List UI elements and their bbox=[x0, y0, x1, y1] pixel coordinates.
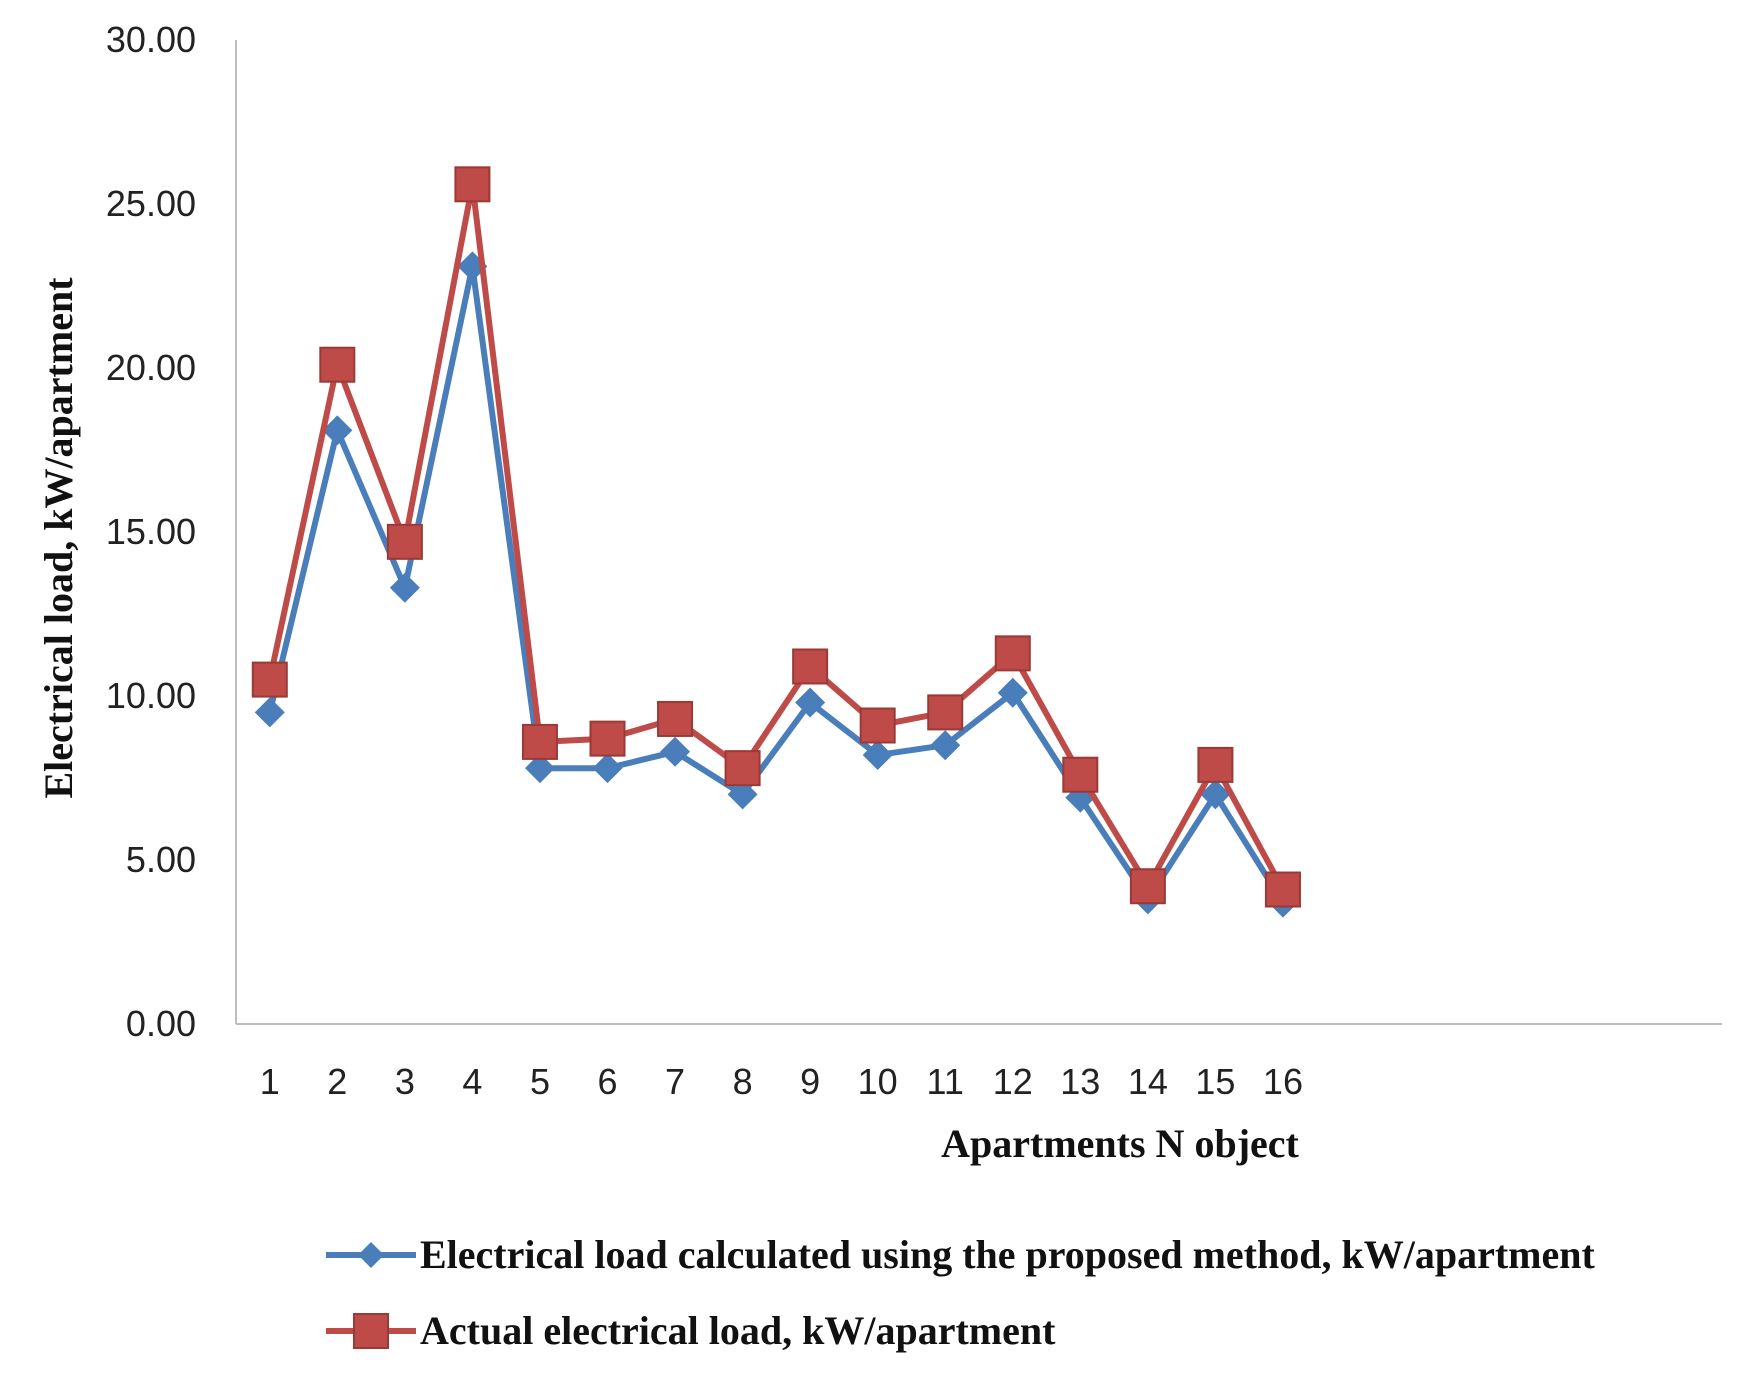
y-tick-label: 25.00 bbox=[106, 183, 196, 224]
x-tick-label: 12 bbox=[993, 1061, 1033, 1102]
legend-label-actual: Actual electrical load, kW/apartment bbox=[420, 1308, 1056, 1353]
legend-label-proposed: Electrical load calculated using the pro… bbox=[420, 1232, 1595, 1277]
x-tick-label: 3 bbox=[395, 1061, 415, 1102]
data-point-square bbox=[1197, 746, 1234, 783]
y-tick-label: 30.00 bbox=[106, 19, 196, 60]
data-point-diamond bbox=[660, 736, 691, 767]
series-line bbox=[266, 263, 1286, 905]
data-point-diamond bbox=[930, 730, 961, 761]
data-point-square bbox=[927, 694, 964, 731]
x-tick-label: 13 bbox=[1060, 1061, 1100, 1102]
data-point-square bbox=[521, 723, 558, 760]
x-tick-label: 16 bbox=[1263, 1061, 1303, 1102]
data-point-square bbox=[251, 661, 288, 698]
data-point-diamond bbox=[524, 753, 555, 784]
legend: Electrical load calculated using the pro… bbox=[326, 1232, 1595, 1353]
y-tick-label: 15.00 bbox=[106, 511, 196, 552]
y-tick-label: 0.00 bbox=[126, 1003, 196, 1044]
y-tick-label: 5.00 bbox=[126, 839, 196, 880]
data-point-square bbox=[386, 523, 423, 560]
data-point-diamond bbox=[389, 572, 420, 603]
data-point-square bbox=[792, 648, 829, 685]
data-point-square bbox=[319, 346, 356, 383]
x-tick-label: 7 bbox=[665, 1061, 685, 1102]
x-axis-ticks: 1 2 3 4 5 6 7 8 9 10 11 12 13 14 15 16 bbox=[260, 1061, 1303, 1102]
data-point-square bbox=[657, 700, 694, 737]
series-actual-load bbox=[251, 166, 1301, 908]
data-point-diamond bbox=[862, 740, 893, 771]
x-tick-label: 14 bbox=[1128, 1061, 1168, 1102]
x-tick-label: 8 bbox=[733, 1061, 753, 1102]
x-axis-title: Apartments N object bbox=[941, 1121, 1299, 1166]
x-tick-label: 1 bbox=[260, 1061, 280, 1102]
data-point-square bbox=[1062, 756, 1099, 793]
data-point-square bbox=[859, 707, 896, 744]
series-proposed-method bbox=[254, 251, 1298, 918]
y-axis-title: Electrical load, kW/apartment bbox=[36, 277, 81, 799]
data-point-square bbox=[994, 635, 1031, 672]
legend-item-actual: Actual electrical load, kW/apartment bbox=[326, 1308, 1056, 1353]
data-point-diamond bbox=[322, 415, 353, 446]
legend-marker-diamond bbox=[358, 1242, 384, 1268]
x-tick-label: 10 bbox=[858, 1061, 898, 1102]
data-point-square bbox=[589, 720, 626, 757]
series-line bbox=[266, 181, 1286, 891]
data-point-square bbox=[1264, 871, 1301, 908]
data-point-diamond bbox=[1200, 779, 1231, 810]
data-point-square bbox=[454, 166, 491, 203]
data-point-diamond bbox=[727, 779, 758, 810]
data-point-square bbox=[1129, 868, 1166, 905]
data-point-diamond bbox=[254, 697, 285, 728]
data-point-diamond bbox=[997, 677, 1028, 708]
x-tick-label: 11 bbox=[927, 1061, 964, 1102]
y-tick-label: 20.00 bbox=[106, 347, 196, 388]
data-point-square bbox=[724, 750, 761, 787]
x-tick-label: 2 bbox=[327, 1061, 347, 1102]
x-tick-label: 4 bbox=[462, 1061, 482, 1102]
legend-marker-square bbox=[353, 1313, 389, 1349]
series-layer bbox=[251, 166, 1301, 918]
y-tick-label: 10.00 bbox=[106, 675, 196, 716]
x-tick-label: 9 bbox=[800, 1061, 820, 1102]
x-tick-label: 6 bbox=[597, 1061, 617, 1102]
y-axis-ticks: 0.00 5.00 10.00 15.00 20.00 25.00 30.00 bbox=[106, 19, 196, 1044]
x-tick-label: 5 bbox=[530, 1061, 550, 1102]
legend-item-proposed: Electrical load calculated using the pro… bbox=[326, 1232, 1595, 1277]
x-tick-label: 15 bbox=[1195, 1061, 1235, 1102]
data-point-diamond bbox=[592, 753, 623, 784]
data-point-diamond bbox=[795, 687, 826, 718]
